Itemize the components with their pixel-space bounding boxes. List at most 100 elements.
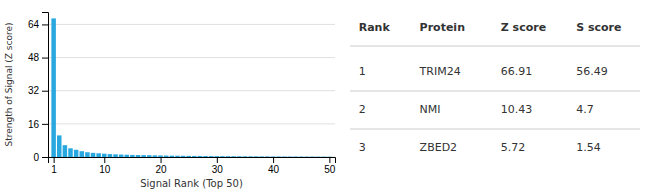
bar (119, 155, 124, 157)
bar (147, 155, 152, 157)
bar (276, 156, 281, 157)
x-tick-label: 1 (51, 164, 57, 175)
x-tick-mark (273, 157, 274, 163)
bar (96, 153, 101, 157)
y-tick-label: 32 (28, 85, 40, 96)
grid-line (48, 90, 335, 91)
table-cell: NMI (420, 103, 441, 116)
table-rule (350, 46, 640, 47)
bar (192, 156, 197, 157)
bar (80, 151, 85, 157)
x-tick-label: 20 (155, 164, 167, 175)
table: Rank Protein Z score S score 1 TRIM24 66.91 56.… (350, 21, 640, 154)
bar (181, 156, 186, 157)
bar (226, 156, 231, 157)
grid-line (48, 24, 335, 25)
bar (254, 156, 259, 157)
bar (293, 156, 298, 157)
y-tick-mark (42, 24, 48, 25)
bar (136, 155, 141, 157)
bar (237, 156, 242, 157)
table-cell: 2 (359, 103, 366, 116)
bar (186, 156, 191, 157)
table-rule (350, 129, 640, 130)
x-tick-mark (329, 157, 330, 163)
x-tick-mark (161, 157, 162, 163)
grid-line (48, 123, 335, 124)
bar (74, 150, 79, 157)
bar (327, 156, 332, 157)
table-header: S score (576, 21, 621, 34)
bar (271, 156, 276, 157)
y-tick-label: 48 (28, 52, 40, 63)
table-rule (350, 91, 640, 92)
y-axis-line (42, 13, 49, 158)
bar (288, 156, 293, 157)
bar (215, 156, 220, 157)
x-tick-mark (104, 157, 105, 163)
bar (130, 155, 135, 157)
y-tick: 16 (28, 119, 48, 130)
bar (175, 156, 180, 157)
table-cell: 1 (359, 65, 366, 78)
bar (85, 152, 90, 157)
y-tick-label: 64 (28, 19, 40, 30)
x-axis-title: Signal Rank (Top 50) (140, 178, 243, 189)
bar (209, 156, 214, 157)
y-tick-mark (42, 58, 48, 59)
x-tick: 20 (155, 157, 167, 175)
plot-area: 0 16 32 48 64 1 10 20 30 40 50 (28, 13, 336, 176)
chart-root: 01632486411020304050Signal Rank (Top 50)… (0, 0, 650, 191)
bar (231, 156, 236, 157)
y-tick-label: 0 (33, 152, 39, 163)
x-axis: 1 10 20 30 40 50 (49, 157, 336, 175)
y-axis-title: Strength of Signal (Z score) (4, 22, 14, 146)
y-axis: 0 16 32 48 64 (28, 13, 49, 163)
x-tick: 10 (99, 157, 111, 175)
bar (141, 155, 146, 157)
bar (203, 156, 208, 157)
bar (51, 18, 56, 157)
x-tick: 1 (51, 157, 57, 175)
grid (48, 24, 335, 157)
table-cell: 3 (359, 141, 366, 154)
y-tick-label: 16 (28, 119, 40, 130)
table-header: Rank (359, 21, 391, 34)
bar (198, 156, 203, 157)
table-header: Z score (501, 21, 546, 34)
bar (63, 145, 68, 157)
y-tick: 48 (28, 52, 48, 63)
x-tick: 50 (324, 157, 336, 175)
bar (113, 154, 118, 157)
bar (57, 135, 62, 157)
bar (310, 156, 315, 157)
x-axis-line (49, 158, 336, 164)
bar (260, 156, 265, 157)
bar (68, 148, 73, 157)
bar (170, 156, 175, 157)
x-tick: 30 (212, 157, 224, 175)
bar (108, 154, 113, 157)
x-tick-label: 30 (212, 164, 224, 175)
x-tick: 40 (268, 157, 280, 175)
bar (220, 156, 225, 157)
bar (321, 156, 326, 157)
x-tick-label: 10 (99, 164, 111, 175)
y-tick: 0 (33, 152, 48, 163)
bar (316, 156, 321, 157)
table-cell: 66.91 (501, 65, 533, 78)
bar (248, 156, 253, 157)
table-header: Protein (420, 21, 465, 34)
x-tick-label: 50 (324, 164, 336, 175)
y-tick: 32 (28, 85, 48, 96)
bar (164, 156, 169, 157)
y-tick-mark (42, 124, 48, 125)
x-tick-mark (54, 157, 55, 163)
table-cell: TRIM24 (419, 65, 461, 78)
bar (125, 155, 130, 157)
bar (265, 156, 270, 157)
bar (158, 155, 163, 157)
table-cell: 56.49 (576, 65, 608, 78)
bar (153, 155, 158, 157)
y-tick-mark (42, 91, 48, 92)
